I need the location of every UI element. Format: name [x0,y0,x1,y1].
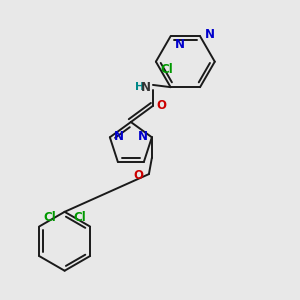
Text: N: N [205,28,214,41]
Text: N: N [113,130,123,143]
Text: Cl: Cl [160,63,173,76]
Text: O: O [134,169,144,182]
Text: Cl: Cl [73,211,86,224]
Text: N: N [175,38,185,51]
Text: N: N [141,81,151,94]
Text: O: O [157,99,167,112]
Text: Cl: Cl [44,211,56,224]
Text: H: H [136,82,145,92]
Text: N: N [138,130,148,143]
